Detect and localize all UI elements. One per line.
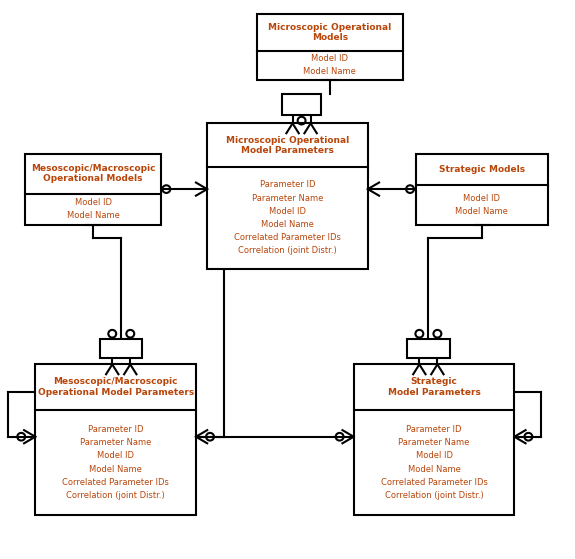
Text: Strategic
Model Parameters: Strategic Model Parameters xyxy=(388,377,481,397)
Bar xyxy=(256,14,403,79)
Text: Parameter ID
Parameter Name
Model ID
Model Name
Correlated Parameter IDs
Correla: Parameter ID Parameter Name Model ID Mod… xyxy=(62,425,169,500)
Text: Microscopic Operational
Model Parameters: Microscopic Operational Model Parameters xyxy=(226,136,349,155)
Bar xyxy=(207,124,368,268)
Bar xyxy=(25,154,161,225)
Text: Mesoscopic/Macroscopic
Operational Model Parameters: Mesoscopic/Macroscopic Operational Model… xyxy=(37,377,194,397)
Text: Model ID
Model Name: Model ID Model Name xyxy=(304,54,356,77)
Bar xyxy=(354,364,514,515)
Text: Parameter ID
Parameter Name
Model ID
Model Name
Correlated Parameter IDs
Correla: Parameter ID Parameter Name Model ID Mod… xyxy=(234,181,341,255)
Bar xyxy=(282,94,321,115)
Bar xyxy=(100,339,143,358)
Bar xyxy=(407,339,450,358)
Bar xyxy=(35,364,196,515)
Bar xyxy=(416,154,548,225)
Text: Model ID
Model Name: Model ID Model Name xyxy=(67,198,120,220)
Text: Microscopic Operational
Models: Microscopic Operational Models xyxy=(268,23,392,42)
Text: Strategic Models: Strategic Models xyxy=(439,165,525,174)
Text: Model ID
Model Name: Model ID Model Name xyxy=(455,194,508,216)
Text: Mesoscopic/Macroscopic
Operational Models: Mesoscopic/Macroscopic Operational Model… xyxy=(31,164,155,183)
Text: Parameter ID
Parameter Name
Model ID
Model Name
Correlated Parameter IDs
Correla: Parameter ID Parameter Name Model ID Mod… xyxy=(381,425,488,500)
